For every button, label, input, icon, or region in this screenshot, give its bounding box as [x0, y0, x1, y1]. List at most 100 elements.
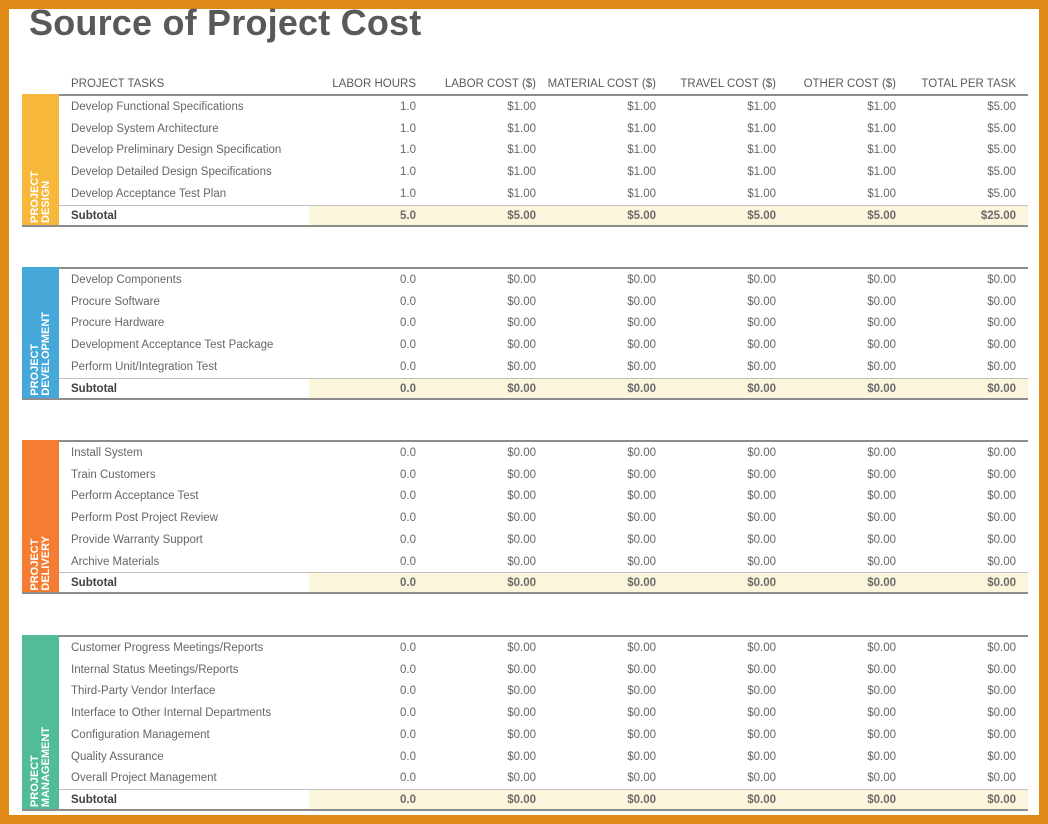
table-row: Interface to Other Internal Departments 0… [59, 702, 1028, 724]
cell-travel: $0.00 [747, 468, 776, 481]
subtotal-material: $0.00 [627, 793, 656, 806]
task-name: Internal Status Meetings/Reports [71, 663, 239, 676]
cell-hours: 0.0 [400, 317, 416, 330]
cell-total: $0.00 [987, 555, 1016, 568]
cell-material: $0.00 [627, 447, 656, 459]
cell-other: $1.00 [867, 144, 896, 157]
cell-labor: $0.00 [507, 663, 536, 676]
cell-material: $1.00 [627, 101, 656, 113]
table-row: Configuration Management 0.0 $0.00 $0.00 $0.… [59, 724, 1028, 746]
cell-labor: $0.00 [507, 772, 536, 785]
table-row: Train Customers 0.0 $0.00 $0.00 $0.00 $0.00 $0… [59, 464, 1028, 486]
cell-total: $0.00 [987, 447, 1016, 459]
task-name: Archive Materials [71, 555, 160, 568]
cell-total: $0.00 [987, 642, 1016, 654]
task-name: Procure Software [71, 295, 160, 308]
section-band-management: PROJECT MANAGEMENT [22, 635, 59, 811]
section-label: PROJECT DELIVERY [28, 535, 52, 591]
cell-other: $0.00 [867, 360, 896, 373]
cell-travel: $0.00 [747, 750, 776, 763]
subtotal-material: $0.00 [627, 577, 656, 590]
section-delivery: PROJECT DELIVERY Install System 0.0 $0.00 $0… [22, 440, 1028, 595]
cell-travel: $1.00 [747, 144, 776, 157]
cell-travel: $1.00 [747, 122, 776, 135]
cell-hours: 0.0 [400, 533, 416, 546]
task-name: Develop Preliminary Design Specification [71, 144, 282, 157]
subtotal-row: Subtotal 5.0 $5.00 $5.00 $5.00 $5.00 $25.00 [59, 204, 1028, 226]
task-name: Procure Hardware [71, 317, 165, 330]
cell-travel: $0.00 [747, 663, 776, 676]
cell-hours: 1.0 [400, 187, 416, 200]
subtotal-other: $5.00 [867, 209, 896, 222]
cell-hours: 0.0 [400, 295, 416, 308]
section-label: PROJECT MANAGEMENT [28, 726, 52, 807]
subtotal-label: Subtotal [71, 382, 117, 395]
cell-material: $0.00 [627, 642, 656, 654]
subtotal-total: $0.00 [987, 382, 1016, 395]
cell-total: $5.00 [987, 122, 1016, 135]
section-top-rule [59, 94, 1028, 96]
cell-hours: 1.0 [400, 166, 416, 179]
task-name: Perform Acceptance Test [71, 490, 199, 503]
table-row: Install System 0.0 $0.00 $0.00 $0.00 $0.00 $0.… [59, 442, 1028, 464]
cell-total: $5.00 [987, 166, 1016, 179]
section-bottom-rule [22, 224, 1028, 227]
cell-hours: 1.0 [400, 144, 416, 157]
section-development: PROJECT DEVELOPMENT Develop Components 0.0… [22, 267, 1028, 400]
table-row: Overall Project Management 0.0 $0.00 $0.00 $… [59, 767, 1028, 789]
section-top-rule [59, 635, 1028, 637]
table-row: Develop System Architecture 1.0 $1.00 $1.00… [59, 118, 1028, 140]
table-row: Develop Functional Specifications 1.0 $1.0… [59, 96, 1028, 118]
cell-labor: $0.00 [507, 490, 536, 503]
subtotal-labor: $0.00 [507, 577, 536, 590]
section-band-delivery: PROJECT DELIVERY [22, 440, 59, 595]
table-row: Develop Preliminary Design Specification… [59, 139, 1028, 161]
header-other-cost: OTHER COST ($) [803, 78, 896, 90]
cell-material: $0.00 [627, 728, 656, 741]
table-row: Provide Warranty Support 0.0 $0.00 $0.00 $0.… [59, 529, 1028, 551]
section-management: PROJECT MANAGEMENT Customer Progress Meet… [22, 635, 1028, 811]
cell-material: $0.00 [627, 360, 656, 373]
cell-other: $0.00 [867, 642, 896, 654]
cell-hours: 0.0 [400, 339, 416, 352]
section-bottom-rule [22, 808, 1028, 811]
cell-travel: $0.00 [747, 685, 776, 698]
cell-travel: $0.00 [747, 533, 776, 546]
subtotal-hours: 0.0 [400, 793, 416, 806]
cell-hours: 0.0 [400, 750, 416, 763]
subtotal-label: Subtotal [71, 209, 117, 222]
task-name: Perform Post Project Review [71, 512, 218, 525]
task-name: Interface to Other Internal Departments [71, 707, 272, 720]
table-row: Internal Status Meetings/Reports 0.0 $0.00… [59, 659, 1028, 681]
task-name: Overall Project Management [71, 772, 217, 785]
cell-hours: 1.0 [400, 101, 416, 113]
subtotal-travel: $5.00 [747, 209, 776, 222]
section-label: PROJECT DEVELOPMENT [28, 311, 52, 396]
cell-other: $0.00 [867, 274, 896, 286]
cell-other: $0.00 [867, 533, 896, 546]
table-row: Perform Post Project Review 0.0 $0.00 $0.00… [59, 507, 1028, 529]
task-name: Perform Unit/Integration Test [71, 360, 218, 373]
cell-other: $0.00 [867, 707, 896, 720]
cell-other: $1.00 [867, 166, 896, 179]
cell-material: $0.00 [627, 750, 656, 763]
subtotal-total: $25.00 [980, 209, 1016, 222]
subtotal-travel: $0.00 [747, 577, 776, 590]
cell-hours: 0.0 [400, 685, 416, 698]
subtotal-total: $0.00 [987, 793, 1016, 806]
cell-travel: $1.00 [747, 101, 776, 113]
cell-other: $0.00 [867, 468, 896, 481]
cell-hours: 0.0 [400, 360, 416, 373]
cell-labor: $0.00 [507, 447, 536, 459]
cell-total: $5.00 [987, 187, 1016, 200]
cell-total: $0.00 [987, 707, 1016, 720]
cell-total: $0.00 [987, 317, 1016, 330]
cell-labor: $0.00 [507, 512, 536, 525]
table-row: Quality Assurance 0.0 $0.00 $0.00 $0.00 $0.00… [59, 746, 1028, 768]
cell-labor: $0.00 [507, 274, 536, 286]
table-row: Archive Materials 0.0 $0.00 $0.00 $0.00 $0.00… [59, 551, 1028, 573]
cell-material: $0.00 [627, 339, 656, 352]
subtotal-other: $0.00 [867, 382, 896, 395]
cell-total: $0.00 [987, 360, 1016, 373]
